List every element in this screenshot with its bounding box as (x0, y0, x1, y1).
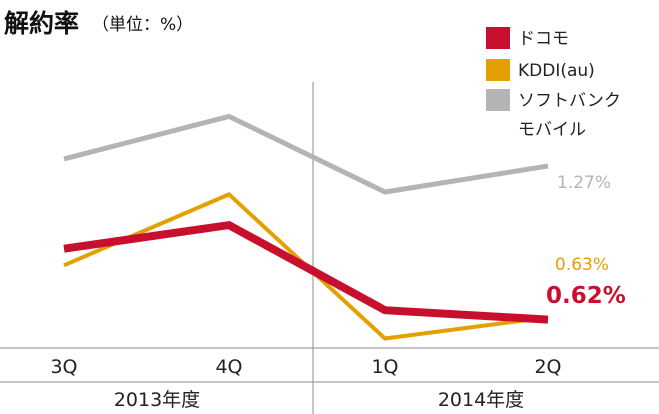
end-labels: 0.62% 0.63% 1.27% (546, 173, 626, 309)
x-tick-labels: 3Q 4Q 1Q 2Q (50, 356, 561, 378)
x-tick-label-3: 2Q (534, 356, 561, 378)
year-labels: 2013年度 2014年度 (114, 389, 524, 411)
chart-title: 解約率 (4, 9, 79, 38)
legend-swatch-0 (486, 27, 510, 49)
end-label-2: 1.27% (557, 173, 611, 193)
x-tick-label-2: 1Q (371, 356, 398, 378)
series-line-2 (63, 113, 549, 195)
series-layer (63, 113, 549, 341)
legend-swatch-1 (486, 59, 510, 81)
legend-label-0-0: ドコモ (518, 29, 569, 49)
end-label-1: 0.63% (555, 255, 609, 275)
legend-swatch-2 (486, 89, 510, 111)
end-label-0: 0.62% (546, 283, 626, 309)
legend-label-2-1: モバイル (518, 120, 586, 140)
legend-label-2-0: ソフトバンク (518, 91, 621, 111)
chart-subtitle: （単位：%） (92, 15, 193, 35)
axes (0, 82, 659, 414)
year-label-1: 2014年度 (438, 389, 524, 411)
legend-label-1-0: KDDI(au) (518, 61, 595, 81)
x-tick-label-0: 3Q (50, 356, 77, 378)
x-tick-label-1: 4Q (215, 356, 242, 378)
year-label-0: 2013年度 (114, 389, 200, 411)
series-line-0 (63, 220, 549, 324)
